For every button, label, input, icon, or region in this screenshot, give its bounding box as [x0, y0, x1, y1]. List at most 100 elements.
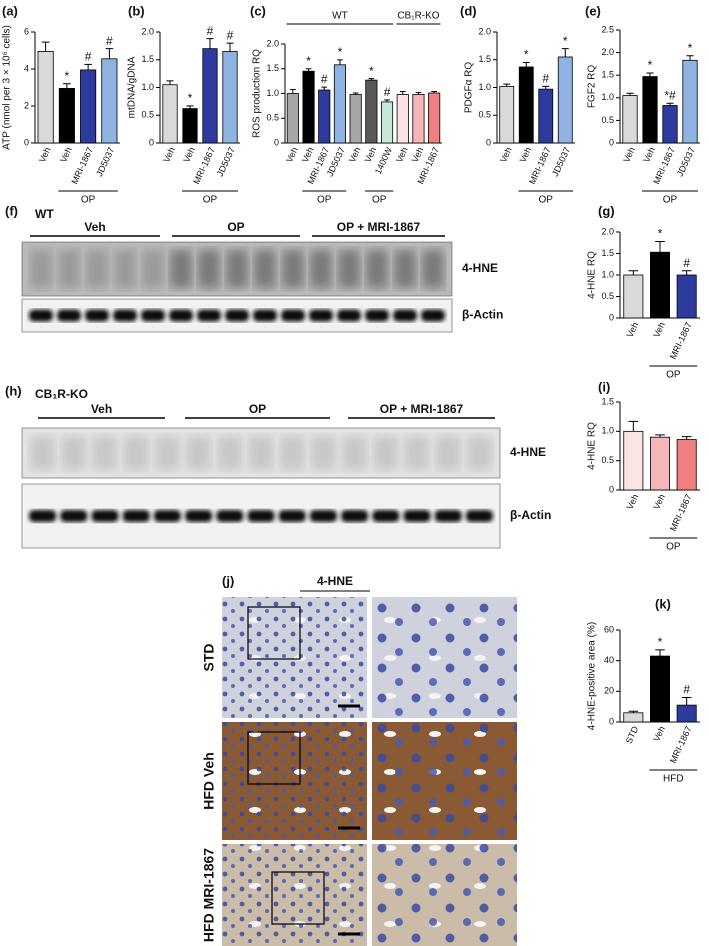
error-bar	[337, 59, 343, 65]
bar	[222, 51, 238, 144]
x-tick-label: Veh	[58, 146, 74, 164]
blot-band	[310, 250, 332, 288]
micrograph-nuclei	[222, 844, 367, 946]
band-label: β-Actin	[462, 308, 503, 322]
blot-band	[338, 250, 360, 288]
blot-band	[279, 436, 305, 470]
bar	[650, 655, 671, 723]
y-tick-label: 1.0	[478, 82, 491, 92]
y-tick-label: 1.0	[266, 88, 279, 98]
bar	[202, 48, 218, 144]
band-label: 4-HNE	[510, 445, 546, 459]
bar	[676, 439, 697, 491]
y-tick-label: 1.0	[601, 92, 614, 102]
micrograph-nuclei	[372, 844, 517, 946]
significance-marker: *	[188, 91, 193, 105]
panel-label: (d)	[460, 3, 477, 18]
genotype-label: CB₁R-KO	[35, 387, 88, 401]
blot-group-label: Veh	[91, 402, 112, 416]
significance-marker: #	[542, 72, 549, 86]
x-tick-label: JD5037	[550, 146, 572, 178]
bar	[650, 251, 671, 319]
row-label: STD	[201, 644, 217, 672]
y-tick-label: 1.5	[601, 70, 614, 80]
error-bar	[84, 63, 92, 70]
blot-band	[373, 436, 399, 470]
significance-marker: #	[85, 50, 92, 64]
group-label: OP	[539, 195, 554, 206]
blot-band	[310, 436, 336, 470]
error-bar	[226, 42, 234, 52]
y-tick-label: 2	[24, 100, 29, 110]
bar	[662, 105, 678, 144]
blot-band	[422, 250, 444, 288]
x-tick-label: MRI-1867	[668, 725, 694, 765]
y-tick-label: 0	[609, 484, 614, 494]
error-bar	[681, 436, 692, 440]
error-bar	[626, 92, 634, 96]
blot-band	[86, 250, 108, 288]
panel-label: (a)	[2, 3, 18, 18]
micrograph-nuclei	[372, 597, 517, 718]
error-bar	[186, 105, 194, 109]
significance-marker: *	[658, 635, 663, 649]
bar	[286, 93, 299, 144]
error-bar	[206, 38, 214, 49]
bar	[623, 430, 644, 491]
y-tick-label: 0	[149, 137, 154, 147]
bar	[499, 85, 515, 144]
blot-band	[254, 250, 276, 288]
panel-label: (f)	[5, 203, 18, 218]
y-tick-label: 0.5	[141, 110, 154, 120]
x-tick-label: Veh	[363, 146, 379, 164]
significance-marker: *	[338, 45, 343, 59]
top-group-label: CB₁R-KO	[397, 11, 439, 22]
error-bar	[63, 83, 71, 89]
y-tick-label: 1.5	[478, 54, 491, 64]
blot-group-label: Veh	[84, 220, 105, 234]
x-tick-label: Veh	[518, 146, 534, 164]
y-axis-label: 4-HNE RQ	[587, 251, 598, 299]
blot-band	[309, 510, 337, 522]
y-tick-label: 0	[274, 137, 279, 147]
y-axis-label: 4-HNE-positive area (%)	[587, 622, 598, 730]
error-bar	[628, 270, 639, 275]
significance-marker: #	[106, 34, 113, 48]
inset-box	[271, 871, 325, 925]
y-tick-label: 40	[604, 655, 614, 665]
row-label: HFD MRI-1867	[201, 848, 217, 942]
error-bar	[655, 434, 665, 438]
micrograph-nuclei	[222, 597, 367, 718]
blot-band	[337, 309, 361, 322]
y-tick-label: 0.5	[601, 291, 614, 301]
row-label: HFD Veh	[201, 752, 217, 810]
error-bar	[542, 85, 550, 90]
y-tick-label: 0.5	[601, 455, 614, 465]
y-tick-label: 0	[24, 137, 29, 147]
bar	[58, 88, 75, 144]
x-tick-label: Veh	[498, 146, 514, 164]
blot-band	[365, 309, 389, 322]
x-tick-label: JD5037	[215, 146, 237, 178]
panel-label: (j)	[222, 573, 234, 588]
x-tick-label: MRI-1867	[69, 146, 95, 186]
y-tick-label: 2.0	[266, 38, 279, 48]
blot-band	[434, 510, 462, 522]
error-bar	[655, 240, 665, 253]
group-label: HFD	[663, 774, 684, 785]
blot-band	[113, 309, 137, 322]
bar	[333, 64, 347, 144]
y-tick-label: 0	[609, 716, 614, 726]
bar	[162, 84, 178, 144]
x-tick-label: Veh	[37, 146, 53, 164]
bar	[518, 66, 534, 144]
bar	[676, 274, 697, 319]
blot-band	[225, 309, 249, 322]
y-axis-label: ROS production RQ	[252, 49, 263, 138]
error-bar	[321, 86, 328, 91]
group-label: OP	[81, 195, 96, 206]
error-bar	[686, 55, 694, 61]
x-tick-label: Veh	[651, 493, 667, 511]
blot-band	[282, 250, 304, 288]
y-tick-label: 1.5	[601, 248, 614, 258]
